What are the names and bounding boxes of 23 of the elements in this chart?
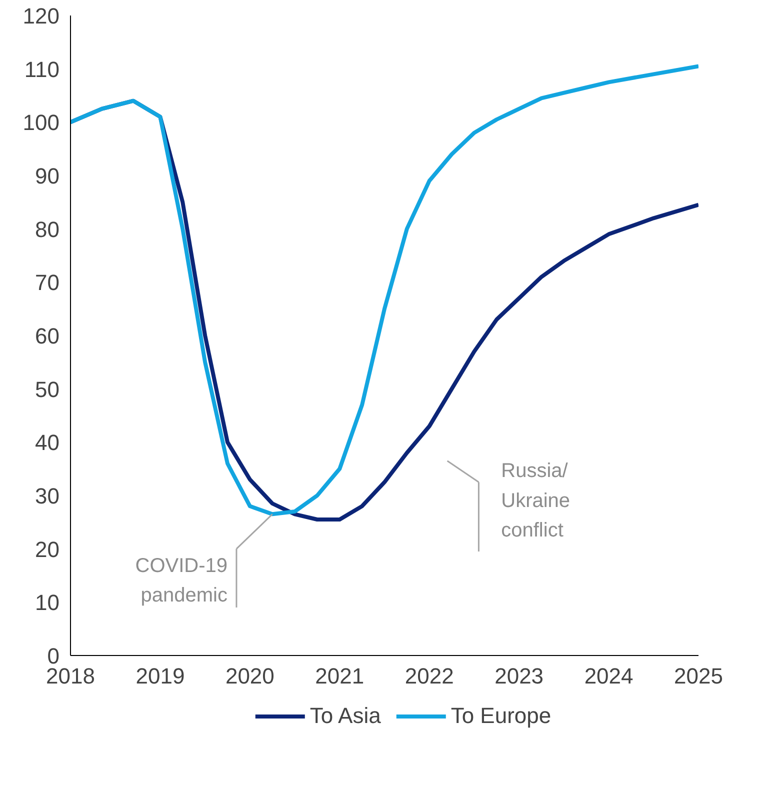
x-tick-label: 2024 bbox=[584, 664, 634, 688]
annotation: Russia/ Ukraine conflict bbox=[501, 460, 570, 542]
legend-label: To Europe bbox=[450, 703, 552, 729]
y-tick-label: 10 bbox=[35, 590, 60, 616]
x-tick-label: 2019 bbox=[136, 664, 185, 688]
y-tick-label: 90 bbox=[35, 164, 60, 188]
y-tick-label: 70 bbox=[35, 270, 60, 296]
y-tick-label: 100 bbox=[22, 110, 60, 136]
y-tick-label: 40 bbox=[35, 430, 60, 456]
y-tick-label: 50 bbox=[35, 376, 60, 402]
y-tick-label: 120 bbox=[22, 4, 60, 28]
annotation: COVID-19 pandemic bbox=[135, 554, 228, 607]
x-tick-label: 2020 bbox=[225, 664, 274, 688]
y-tick-label: 110 bbox=[24, 56, 60, 82]
x-tick-label: 2022 bbox=[404, 664, 454, 688]
y-tick-label: 80 bbox=[35, 216, 60, 242]
y-tick-label: 60 bbox=[35, 324, 60, 348]
legend-label: To Asia bbox=[310, 703, 381, 729]
x-tick-label: 2023 bbox=[494, 664, 544, 688]
x-tick-label: 2025 bbox=[674, 664, 723, 688]
y-tick-label: 20 bbox=[35, 536, 60, 562]
x-tick-label: 2021 bbox=[315, 664, 364, 688]
y-tick-label: 30 bbox=[35, 484, 60, 508]
